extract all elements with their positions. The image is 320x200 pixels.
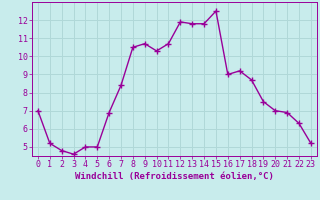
X-axis label: Windchill (Refroidissement éolien,°C): Windchill (Refroidissement éolien,°C) — [75, 172, 274, 181]
